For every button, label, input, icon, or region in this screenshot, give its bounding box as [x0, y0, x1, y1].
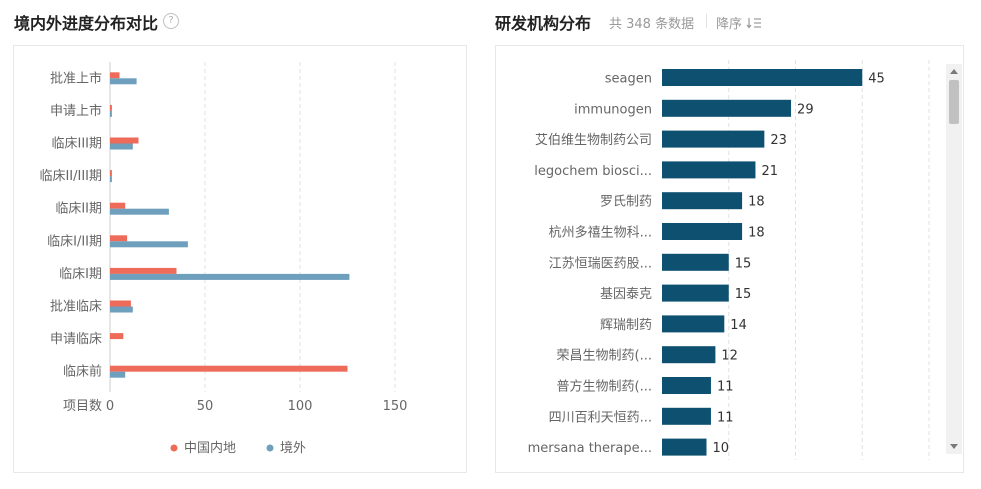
org-label: 荣昌生物制药(...	[557, 349, 652, 364]
org-label: 四川百利天恒药...	[549, 410, 652, 425]
x-tick-label: 150	[383, 399, 408, 414]
org-bar	[662, 192, 743, 210]
scrollbar-thumb[interactable]	[949, 80, 959, 124]
org-label: legochem biosci...	[534, 164, 652, 179]
org-bar	[662, 69, 863, 86]
legend-label: 中国内地	[184, 440, 236, 456]
org-bar	[662, 438, 707, 456]
org-label: 普方生物制药(...	[557, 379, 652, 395]
org-value-label: 29	[797, 102, 814, 117]
bar-domestic	[110, 267, 177, 274]
org-value-label: 15	[735, 256, 752, 271]
scroll-up-icon[interactable]	[950, 69, 958, 74]
bar-overseas	[110, 371, 126, 378]
category-label: 临床III期	[51, 137, 102, 152]
header-divider	[706, 14, 707, 28]
org-value-label: 11	[717, 380, 734, 395]
org-value-label: 14	[730, 318, 747, 333]
bar-domestic	[110, 104, 112, 111]
bar-domestic	[110, 235, 128, 242]
org-bar	[662, 99, 792, 117]
org-label: 杭州多禧生物科...	[549, 225, 652, 241]
bar-overseas	[110, 78, 137, 85]
org-value-label: 23	[770, 133, 787, 148]
org-value-label: 18	[748, 226, 765, 241]
bar-overseas	[110, 176, 112, 183]
org-label: seagen	[605, 72, 652, 87]
left-panel-title: 境内外进度分布对比	[14, 14, 159, 33]
legend-marker	[170, 444, 178, 452]
bar-overseas	[110, 208, 169, 215]
x-tick-label: 100	[288, 399, 313, 414]
bar-overseas	[110, 143, 133, 150]
org-label: 江苏恒瑞医药股...	[549, 255, 652, 271]
org-bar	[662, 346, 716, 364]
category-label: 临床I期	[59, 267, 102, 282]
organization-distribution-chart: seagen 45 immunogen 29 艾伯维生物制药公司 23 legochem b…	[528, 60, 930, 460]
left-chart-card: 0 50 100 150 项目数 批准上市申请上市临床III期临床II/III期临床II期…	[13, 45, 467, 473]
x-tick-label: 0	[106, 399, 114, 414]
right-chart-card: seagen 45 immunogen 29 艾伯维生物制药公司 23 legochem b…	[495, 45, 964, 473]
category-label: 临床前	[63, 364, 102, 380]
bar-overseas	[110, 306, 133, 313]
org-value-label: 10	[713, 441, 730, 456]
category-label: 临床II/III期	[39, 169, 102, 184]
question-circle-icon[interactable]: ?	[163, 13, 179, 29]
category-label: 临床I/II期	[47, 234, 102, 249]
scroll-down-icon[interactable]	[950, 444, 958, 449]
org-label: 基因泰克	[600, 287, 652, 302]
chart-scrollbar[interactable]	[946, 64, 962, 454]
bar-overseas	[110, 241, 188, 248]
org-bar	[662, 315, 725, 333]
org-value-label: 21	[761, 164, 778, 179]
bar-domestic	[110, 137, 139, 144]
org-label: immunogen	[574, 102, 652, 117]
org-value-label: 12	[721, 349, 738, 364]
org-value-label: 45	[868, 72, 885, 87]
y-axis-title: 项目数	[63, 399, 102, 414]
org-bar	[662, 407, 711, 425]
org-bar	[662, 377, 711, 394]
category-label: 临床II期	[55, 202, 102, 217]
org-value-label: 18	[748, 195, 765, 210]
bar-domestic	[110, 72, 120, 79]
bar-domestic	[110, 202, 126, 209]
bar-overseas	[110, 110, 112, 117]
legend-marker	[266, 444, 274, 452]
total-count-text: 共 348 条数据	[609, 17, 695, 32]
progress-comparison-chart: 0 50 100 150 项目数 批准上市申请上市临床III期临床II/III期临床II期…	[39, 62, 408, 456]
category-label: 批准临床	[50, 300, 102, 315]
category-label: 申请上市	[50, 103, 102, 119]
bar-domestic	[110, 170, 112, 177]
org-value-label: 15	[735, 287, 752, 302]
org-bar	[662, 253, 729, 271]
x-tick-label: 50	[197, 399, 214, 414]
legend-label: 境外	[280, 441, 306, 456]
org-bar	[662, 161, 756, 179]
right-panel-title: 研发机构分布	[495, 14, 592, 33]
sort-button[interactable]: 降序	[716, 13, 762, 32]
bar-domestic	[110, 300, 131, 307]
org-bar	[662, 130, 765, 148]
org-label: 辉瑞制药	[600, 318, 652, 333]
org-bar	[662, 223, 743, 240]
bar-domestic	[110, 365, 348, 372]
org-value-label: 11	[717, 410, 734, 425]
category-label: 批准上市	[50, 70, 102, 86]
org-label: 罗氏制药	[600, 195, 652, 210]
sort-label: 降序	[716, 17, 743, 32]
org-bar	[662, 284, 729, 302]
org-label: mersana therape...	[528, 441, 652, 456]
category-label: 申请临床	[50, 332, 102, 347]
bar-overseas	[110, 273, 350, 280]
org-label: 艾伯维生物制药公司	[535, 133, 652, 148]
sort-descending-icon	[746, 17, 762, 32]
bar-domestic	[110, 333, 124, 340]
